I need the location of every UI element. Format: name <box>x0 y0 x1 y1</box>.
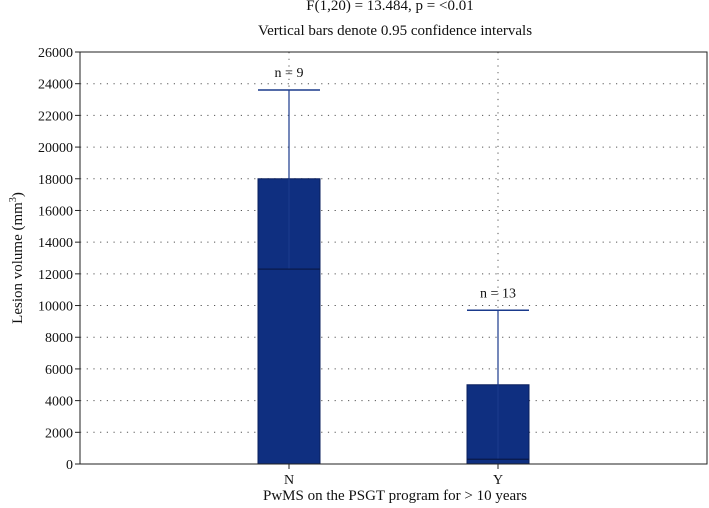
y-tick-label: 18000 <box>38 173 73 188</box>
y-axis-label-superscript: 3 <box>8 197 19 202</box>
bars: n = 9 n = 13 <box>257 66 530 465</box>
y-tick-label: 22000 <box>38 109 73 124</box>
y-tick-label: 2000 <box>45 426 73 441</box>
y-tick-label: 6000 <box>45 363 73 378</box>
count-annotation: n = 13 <box>480 286 516 301</box>
grid <box>80 52 707 464</box>
y-tick-label: 12000 <box>38 268 73 283</box>
y-tick-label: 0 <box>66 458 73 473</box>
y-tick-label: 4000 <box>45 395 73 410</box>
x-axis-label: PwMS on the PSGT program for > 10 years <box>263 488 527 504</box>
x-tick-label: N <box>284 473 294 488</box>
y-axis-label-close: ) <box>10 192 26 197</box>
y-axis-label: Lesion volume (mm3) <box>8 192 26 324</box>
y-tick-label: 8000 <box>45 331 73 346</box>
y-tick-label: 10000 <box>38 300 73 315</box>
x-tick-label: Y <box>493 473 503 488</box>
chart-subtitle: Vertical bars denote 0.95 confidence int… <box>258 23 532 39</box>
plot-frame <box>79 51 708 465</box>
y-tick-label: 24000 <box>38 78 73 93</box>
count-annotation: n = 9 <box>275 66 304 81</box>
y-tick-label: 20000 <box>38 141 73 156</box>
y-tick-label: 26000 <box>38 46 73 61</box>
y-axis: 0 2000 4000 6000 8000 10000 12000 14000 16000 180… <box>38 46 80 473</box>
y-tick-label: 14000 <box>38 236 73 251</box>
y-axis-label-main: Lesion volume (mm <box>10 202 26 324</box>
y-tick-label: 16000 <box>38 204 73 219</box>
chart-title: F(1,20) = 13.484, p = <0.01 <box>306 0 473 14</box>
